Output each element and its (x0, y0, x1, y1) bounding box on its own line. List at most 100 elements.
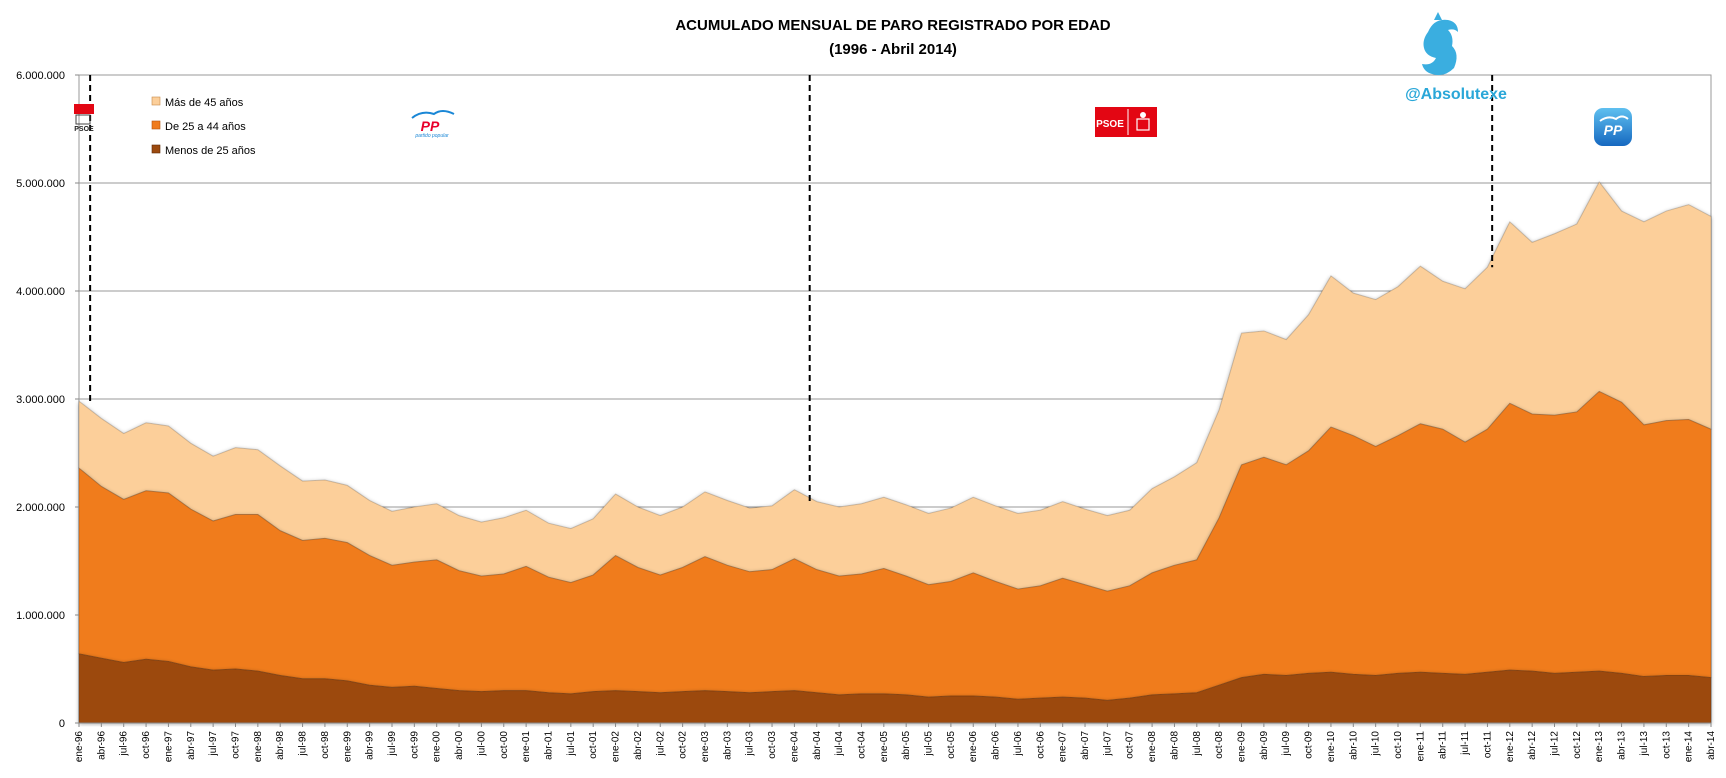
x-tick-label: jul-07 (1102, 731, 1113, 757)
x-tick-label: jul-98 (298, 731, 309, 757)
x-tick-label: ene-02 (611, 731, 622, 763)
x-tick-label: ene-96 (74, 731, 85, 763)
brand-watermark: @Absolutexe (1405, 12, 1507, 103)
x-tick-label: ene-12 (1505, 731, 1516, 763)
y-axis: 0 1.000.000 2.000.000 3.000.000 4.000.000 5.0… (16, 70, 79, 730)
x-tick-label: ene-14 (1684, 731, 1695, 763)
legend-swatch-menos25 (151, 144, 161, 154)
pp-small-label: PP (421, 118, 440, 134)
x-tick-label: abr-01 (543, 731, 554, 760)
x-tick-label: jul-11 (1460, 731, 1471, 756)
x-tick-label: jul-13 (1639, 731, 1650, 757)
chart-title: ACUMULADO MENSUAL DE PARO REGISTRADO POR… (675, 17, 1110, 34)
x-tick-label: ene-13 (1594, 731, 1605, 763)
x-tick-label: oct-13 (1661, 731, 1672, 759)
x-tick-label: oct-09 (1304, 731, 1315, 759)
x-tick-label: ene-98 (253, 731, 264, 763)
x-tick-label: ene-97 (163, 731, 174, 763)
legend-swatch-de25a44 (151, 120, 161, 130)
chart-subtitle: (1996 - Abril 2014) (829, 41, 957, 58)
x-tick-label: ene-10 (1326, 731, 1337, 763)
x-tick-label: ene-04 (789, 731, 800, 763)
area-series-group (78, 180, 1712, 724)
x-tick-label: abr-08 (1169, 731, 1180, 760)
x-tick-label: oct-96 (141, 731, 152, 759)
x-tick-label: oct-99 (409, 731, 420, 759)
griffin-icon (1422, 12, 1458, 76)
x-tick-label: abr-00 (454, 731, 465, 760)
x-tick-label: ene-07 (1058, 731, 1069, 763)
x-tick-label: abr-98 (275, 731, 286, 760)
x-tick-label: oct-12 (1572, 731, 1583, 759)
x-tick-label: oct-04 (856, 731, 867, 759)
x-tick-label: oct-06 (1035, 731, 1046, 759)
y-tick-label: 3.000.000 (16, 394, 65, 406)
x-tick-label: ene-09 (1237, 731, 1248, 763)
x-tick-label: abr-99 (365, 731, 376, 760)
x-tick-label: ene-01 (521, 731, 532, 763)
x-tick-label: abr-97 (186, 731, 197, 760)
x-tick-label: oct-08 (1214, 731, 1225, 759)
x-tick-label: oct-10 (1393, 731, 1404, 759)
legend-label-de25a44: De 25 a 44 años (165, 121, 246, 133)
legend-label-menos25: Menos de 25 años (165, 145, 256, 157)
x-tick-label: abr-06 (991, 731, 1002, 760)
x-tick-label: jul-02 (655, 731, 666, 757)
x-tick-label: ene-08 (1147, 731, 1158, 763)
x-tick-label: oct-98 (320, 731, 331, 759)
x-tick-label: jul-04 (834, 731, 845, 757)
legend: Más de 45 años De 25 a 44 años Menos de … (151, 96, 256, 157)
x-tick-label: jul-06 (1013, 731, 1024, 757)
x-tick-label: oct-02 (678, 731, 689, 759)
x-tick-label: abr-10 (1348, 731, 1359, 760)
psoe-rose-icon (74, 104, 94, 114)
x-tick-label: oct-07 (1125, 731, 1136, 759)
x-tick-label: oct-11 (1482, 731, 1493, 758)
x-tick-label: jul-08 (1192, 731, 1203, 757)
x-tick-label: ene-05 (879, 731, 890, 763)
x-tick-label: abr-14 (1706, 731, 1717, 760)
y-tick-label: 5.000.000 (16, 178, 65, 190)
pp-logo-big: PP (1594, 108, 1632, 146)
x-tick-label: abr-04 (812, 731, 823, 760)
x-tick-label: jul-01 (566, 731, 577, 757)
x-tick-label: abr-07 (1080, 731, 1091, 760)
x-tick-label: oct-05 (946, 731, 957, 759)
x-tick-label: jul-00 (476, 731, 487, 757)
x-tick-label: abr-02 (633, 731, 644, 760)
x-tick-label: abr-96 (96, 731, 107, 760)
x-tick-label: jul-09 (1281, 731, 1292, 757)
x-tick-label: ene-00 (432, 731, 443, 763)
x-tick-label: ene-03 (700, 731, 711, 763)
pp-gull-icon (411, 110, 455, 119)
y-tick-label: 6.000.000 (16, 70, 65, 82)
x-tick-label: abr-03 (722, 731, 733, 760)
x-tick-label: jul-03 (745, 731, 756, 757)
pp-big-label: PP (1604, 122, 1623, 138)
legend-swatch-mas45 (151, 96, 161, 106)
psoe-logo-box (1095, 107, 1157, 137)
x-tick-label: abr-12 (1527, 731, 1538, 760)
y-tick-label: 2.000.000 (16, 502, 65, 514)
x-tick-label: abr-13 (1617, 731, 1628, 760)
psoe-logo-small: PSOE (74, 104, 94, 133)
y-tick-label: 1.000.000 (16, 610, 65, 622)
x-tick-label: oct-01 (588, 731, 599, 759)
x-tick-label: jul-99 (387, 731, 398, 757)
y-tick-label: 4.000.000 (16, 286, 65, 298)
x-tick-label: ene-99 (342, 731, 353, 763)
x-tick-label: oct-00 (499, 731, 510, 759)
y-tick-label: 0 (59, 718, 65, 730)
x-tick-label: abr-05 (901, 731, 912, 760)
x-tick-label: oct-03 (767, 731, 778, 759)
x-axis: ene-96 abr-96 jul-96 oct-96 ene-97 abr-97 jul-… (74, 722, 1717, 763)
x-tick-label: ene-06 (968, 731, 979, 763)
x-tick-label: jul-12 (1550, 731, 1561, 757)
legend-label-mas45: Más de 45 años (165, 97, 244, 109)
x-tick-label: abr-09 (1259, 731, 1270, 760)
x-tick-label: jul-10 (1371, 731, 1382, 757)
pp-small-sublabel: partido popular (414, 133, 449, 139)
x-tick-label: jul-05 (924, 731, 935, 757)
psoe-rose-fist-icon (1136, 112, 1150, 131)
